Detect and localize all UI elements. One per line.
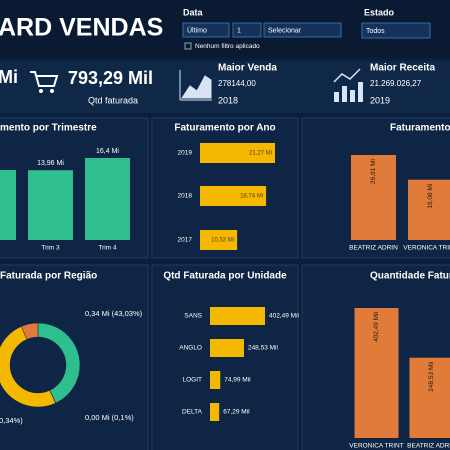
y-label: 2018 [178, 193, 193, 200]
bar [210, 403, 220, 421]
bar-icon [333, 68, 361, 83]
data-label: 16,4 Mi [96, 148, 119, 155]
input[interactable] [232, 22, 262, 38]
bar [200, 143, 275, 163]
bar [408, 179, 450, 240]
chart-title: mento por Trimestre [0, 123, 97, 134]
data-label: 402,49 Mil [269, 313, 300, 320]
data-label: 0,00 Mi (0,1%) [85, 413, 134, 422]
dropdown[interactable] [361, 22, 431, 39]
panel [151, 264, 299, 450]
data-label: 0,34 Mi (43,03%) [85, 309, 143, 318]
bar [200, 186, 267, 206]
data-label: 19,08 Mi [427, 184, 434, 209]
kpi-title: Maior Venda [218, 63, 277, 74]
kpi-value: Mi [0, 67, 18, 87]
data-label: 248,53 Mil [248, 345, 279, 352]
y-label: LOGIT [182, 377, 202, 384]
x-label: BEATRIZ ADRIN [407, 443, 450, 450]
data-label: 13,96 Mi [37, 160, 64, 167]
dropdown[interactable] [263, 22, 342, 38]
dashboard-title: ARD VENDAS [0, 14, 163, 42]
y-label: SANS [184, 313, 202, 320]
x-label: VERONICA TRINT [403, 245, 450, 252]
y-label: ANGLO [179, 345, 202, 352]
kpi-value: 21.269.026,27 [370, 79, 422, 88]
bar-icon [334, 82, 363, 102]
bar [0, 170, 16, 240]
bar [409, 357, 450, 438]
dropdown-value: Selecionar [268, 27, 302, 34]
x-label: BEATRIZ ADRIN [349, 245, 398, 252]
dropdown-value: Último [187, 25, 207, 34]
cart-icon [50, 89, 54, 93]
input-value: 1 [237, 27, 241, 34]
filter-note: Nenhum filtro aplicado [195, 43, 260, 50]
chart-title: Faturamento por Ano [174, 123, 275, 134]
x-label: VERONICA TRINT [349, 443, 403, 450]
bar [85, 158, 130, 240]
data-label: 74,99 Mil [224, 377, 251, 384]
kpi-title: Maior Receita [370, 63, 435, 74]
data-label: 0,34%) [0, 416, 23, 425]
data-label: 21,27 Mi [249, 151, 272, 157]
bar [210, 371, 221, 389]
kpi-value: 793,29 Mil [68, 68, 153, 88]
area-icon [179, 70, 212, 101]
y-label: 2017 [178, 237, 193, 244]
x-label: Trim 4 [98, 245, 117, 252]
chart-title: Faturamento [390, 123, 450, 134]
chart-title: Quantidade Fatur [370, 271, 450, 282]
bar [210, 307, 265, 325]
chart-title: Qtd Faturada por Unidade [163, 271, 287, 282]
bar [354, 308, 399, 438]
kpi-bar [0, 61, 450, 113]
y-label: DELTA [182, 409, 203, 416]
filter-label: Estado [364, 7, 395, 17]
data-label: 18,74 Mi [240, 194, 263, 200]
donut-slice [20, 322, 39, 340]
kpi-sub: 2019 [370, 95, 390, 105]
y-label: 2019 [178, 150, 193, 157]
checkbox[interactable] [184, 42, 192, 50]
bar [210, 339, 244, 357]
cart-icon [39, 89, 43, 93]
x-label: Trim 3 [41, 245, 60, 252]
dropdown-value: Todos [366, 28, 385, 35]
bar [351, 155, 396, 240]
bar [28, 170, 73, 240]
cart-icon [30, 71, 59, 87]
data-label: 67,29 Mil [223, 409, 250, 416]
data-label: 402,49 Mil [373, 311, 380, 342]
chart-title: Faturada por Região [0, 271, 97, 282]
data-label: 26,91 Mi [370, 159, 377, 184]
data-label: 248,53 Mil [428, 361, 435, 392]
data-label: 10,53 Mi [211, 238, 234, 244]
kpi-sub: 2018 [218, 95, 238, 105]
dropdown[interactable] [182, 22, 230, 38]
filter-label: Data [183, 7, 204, 17]
kpi-label: Qtd faturada [88, 95, 138, 105]
bar [200, 230, 238, 250]
kpi-value: 278144,00 [218, 79, 256, 88]
